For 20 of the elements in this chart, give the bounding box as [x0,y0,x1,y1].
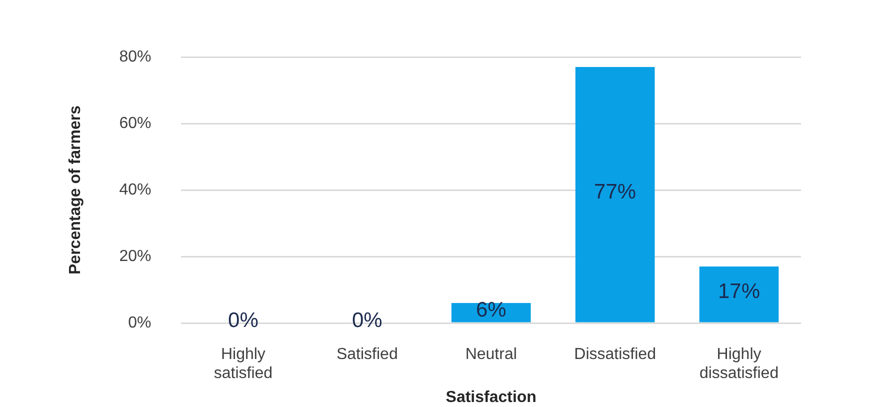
x-axis-title: Satisfaction [446,388,536,406]
y-tick-label: 80% [119,48,152,66]
bar [451,303,531,322]
data-label: 0% [352,308,382,332]
x-tick-label: Dissatisfied [574,346,656,364]
y-tick-label: 20% [119,248,152,265]
data-label: 6% [476,298,506,322]
bar [699,266,779,322]
data-label: 77% [594,180,636,204]
bar [575,66,655,322]
x-tick-label: Highly dissatisfied [699,346,779,382]
data-label: 17% [718,280,760,304]
x-tick-label: Highly satisfied [214,346,273,382]
y-tick-label: 0% [128,314,152,332]
x-tick-label: Satisfied [336,346,398,364]
y-tick-label: 60% [119,114,152,132]
x-tick-label: Neutral [465,346,517,364]
y-axis-title: Percentage of farmers [67,105,84,274]
data-label: 0% [228,308,258,332]
y-tick-label: 40% [119,181,152,198]
